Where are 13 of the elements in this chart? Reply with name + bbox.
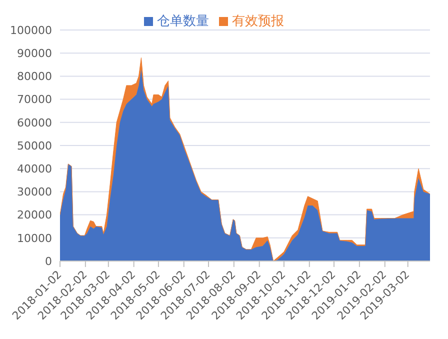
y-tick-label: 0 [45,254,52,268]
y-tick-label: 60000 [17,116,52,130]
y-tick-label: 90000 [17,47,52,60]
y-tick-label: 30000 [17,186,52,199]
y-tick-label: 70000 [17,93,52,106]
y-tick-label: 50000 [17,139,52,152]
y-tick-label: 40000 [17,162,52,176]
y-tick-label: 100000 [10,24,52,37]
legend-label: 有效预报 [232,14,284,29]
y-tick-label: 10000 [17,232,52,245]
y-tick-label: 80000 [17,70,52,84]
y-tick-label: 20000 [17,208,52,222]
legend-label: 仓单数量 [157,14,209,29]
